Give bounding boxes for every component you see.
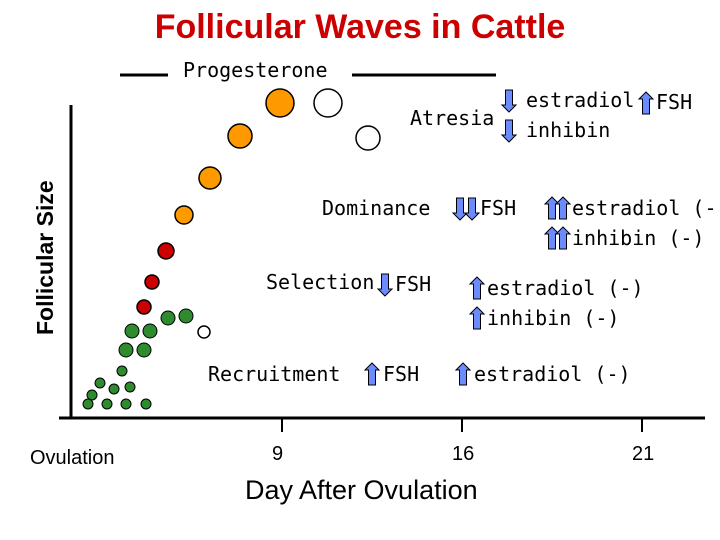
follicle bbox=[136, 342, 152, 358]
follicle bbox=[178, 308, 194, 324]
arrow-up-icon bbox=[544, 196, 560, 220]
follicle bbox=[101, 398, 113, 410]
recruitment-estradiol: estradiol (-) bbox=[474, 362, 631, 386]
dominant-follicle-track bbox=[174, 88, 295, 225]
follicle bbox=[116, 365, 128, 377]
atresia-estradiol: estradiol bbox=[526, 88, 635, 112]
atretic-follicle bbox=[313, 88, 343, 118]
tick-day-16: 16 bbox=[452, 443, 475, 465]
stage-atresia: Atresia bbox=[410, 106, 495, 130]
dominant-follicle bbox=[174, 205, 194, 225]
stage-dominance: Dominance bbox=[322, 196, 431, 220]
regressing-follicle bbox=[197, 325, 211, 339]
stage-recruitment: Recruitment bbox=[208, 362, 341, 386]
follicle bbox=[82, 398, 94, 410]
dominant-follicle bbox=[198, 166, 222, 190]
arrow-down-icon bbox=[501, 89, 517, 113]
dominance-inhibin: inhibin (-) bbox=[572, 226, 705, 250]
tick-day-9: 9 bbox=[272, 443, 284, 465]
selection-estradiol: estradiol (-) bbox=[487, 276, 644, 300]
follicle bbox=[120, 398, 132, 410]
dominant-follicle bbox=[265, 88, 295, 118]
selected-follicle bbox=[144, 274, 160, 290]
selected-follicle-track bbox=[136, 242, 175, 315]
stage-selection: Selection bbox=[266, 270, 375, 294]
arrow-up-icon bbox=[638, 91, 654, 115]
dominance-fsh: FSH bbox=[480, 196, 517, 220]
follicle bbox=[124, 323, 140, 339]
atretic-follicle bbox=[355, 125, 381, 151]
arrow-up-icon bbox=[469, 306, 485, 330]
atretic-follicles bbox=[313, 88, 381, 151]
arrow-up-icon bbox=[469, 276, 485, 300]
arrow-up-icon bbox=[555, 226, 571, 250]
dominant-follicle bbox=[227, 123, 253, 149]
tick-day-21: 21 bbox=[632, 443, 655, 465]
page-title: Follicular Waves in Cattle bbox=[154, 8, 566, 46]
arrow-up-icon bbox=[364, 362, 380, 386]
arrow-down-icon bbox=[377, 273, 393, 297]
atresia-fsh: FSH bbox=[656, 90, 693, 114]
arrow-down-icon bbox=[452, 197, 468, 221]
arrow-down-icon bbox=[501, 119, 517, 143]
arrow-up-icon bbox=[555, 196, 571, 220]
atresia-inhibin: inhibin bbox=[526, 118, 611, 142]
dominance-estradiol: estradiol (-) bbox=[572, 196, 720, 220]
follicle bbox=[94, 377, 106, 389]
follicle bbox=[108, 383, 120, 395]
arrow-down-icon bbox=[464, 197, 480, 221]
recruitment-fsh: FSH bbox=[383, 362, 420, 386]
selected-follicle bbox=[136, 299, 152, 315]
arrow-up-icon bbox=[544, 226, 560, 250]
hormone-arrows bbox=[364, 89, 654, 386]
recruited-follicle-cohort bbox=[82, 308, 194, 410]
follicle bbox=[160, 310, 176, 326]
x-axis-label: Day After Ovulation bbox=[245, 475, 478, 505]
follicle bbox=[140, 398, 152, 410]
follicle bbox=[142, 323, 158, 339]
follicle bbox=[86, 389, 98, 401]
progesterone-label: Progesterone bbox=[183, 58, 328, 82]
selected-follicle bbox=[157, 242, 175, 260]
selection-fsh: FSH bbox=[395, 272, 432, 296]
selection-inhibin: inhibin (-) bbox=[487, 306, 620, 330]
follicle bbox=[124, 381, 136, 393]
tick-ovulation: Ovulation bbox=[30, 447, 115, 469]
follicle bbox=[118, 342, 134, 358]
arrow-up-icon bbox=[455, 362, 471, 386]
